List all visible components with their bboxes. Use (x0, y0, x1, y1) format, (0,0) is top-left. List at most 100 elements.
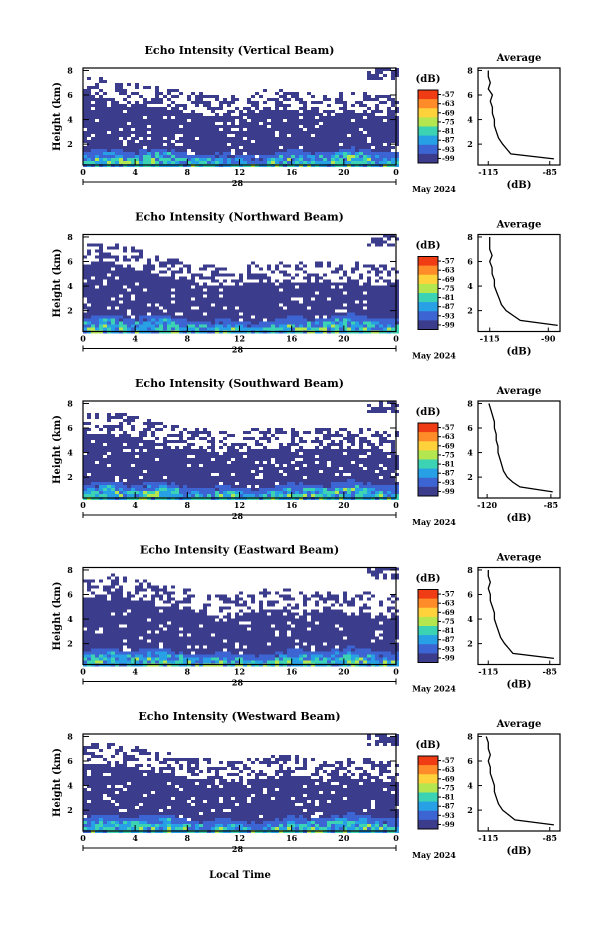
colorbar-segment (418, 99, 438, 109)
average-y-tick-label: 8 (467, 232, 473, 242)
colorbar-tick-label: -93 (442, 478, 455, 487)
colorbar-tick-label: -81 (442, 293, 455, 302)
colorbar-tick-label: -81 (442, 793, 455, 802)
colorbar-tick-label: -69 (442, 108, 455, 117)
colorbar-frame (417, 422, 439, 497)
chart-panel-1: Echo Intensity (Vertical Beam) 2 4 6 8 Height… (52, 44, 561, 194)
colorbar-tick-label: -93 (442, 145, 455, 154)
colorbar-tick-label: -57 (442, 257, 455, 266)
colorbar-segment (418, 283, 438, 294)
panel-title: Echo Intensity (Northward Beam) (135, 211, 344, 224)
colorbar-segment (418, 108, 438, 118)
average-profile-line (487, 570, 554, 660)
x-tick-label: 0 (393, 833, 399, 843)
x-tick-label: 0 (80, 667, 86, 677)
echo-heatmap (83, 734, 399, 833)
y-tick-label: 8 (67, 565, 73, 575)
month-year-label: May 2024 (412, 184, 456, 194)
colorbar-tick-label: -57 (442, 90, 455, 99)
colorbar-frame (417, 256, 439, 330)
average-title: Average (496, 719, 542, 730)
colorbar-tick-label: -75 (442, 450, 455, 459)
y-axis-label: Height (km) (52, 82, 63, 151)
x-tick-label: 0 (80, 500, 86, 510)
average-y-tick-label: 4 (467, 115, 473, 125)
colorbar-segment (418, 90, 438, 100)
average-y-tick-label: 2 (467, 472, 473, 482)
y-tick-label: 4 (67, 781, 73, 791)
colorbar-segment (418, 450, 438, 460)
colorbar-tick-label: -87 (442, 635, 455, 644)
panel-title: Echo Intensity (Westward Beam) (138, 710, 340, 723)
echo-heatmap (83, 234, 399, 334)
colorbar-tick-label: -93 (442, 311, 455, 320)
colorbar-tick-label: -81 (442, 626, 455, 635)
colorbar-segment (418, 320, 438, 330)
colorbar-segment (418, 626, 438, 636)
x-tick-label: 8 (185, 833, 191, 843)
colorbar-unit-label: (dB) (416, 574, 441, 585)
average-y-tick-label: 2 (467, 139, 473, 149)
colorbar-segment (418, 810, 438, 821)
average-frame (477, 67, 561, 166)
x-tick-label: 16 (286, 167, 298, 177)
y-tick-label: 6 (67, 590, 73, 600)
average-y-tick-label: 4 (467, 614, 473, 624)
x-tick-label: 4 (132, 500, 138, 510)
colorbar-segment (418, 117, 438, 127)
x-tick-label: 8 (185, 667, 191, 677)
panel-title: Echo Intensity (Eastward Beam) (140, 544, 339, 557)
average-title: Average (496, 220, 542, 231)
colorbar-frame (417, 89, 439, 164)
y-tick-label: 8 (67, 731, 73, 741)
x-tick-label: 12 (234, 167, 245, 177)
x-tick-label: 4 (132, 667, 138, 677)
colorbar-tick-label: -63 (442, 432, 455, 441)
y-tick-label: 4 (67, 115, 73, 125)
colorbar-segment (418, 126, 438, 137)
average-y-tick-label: 4 (467, 281, 473, 291)
colorbar-segment (418, 589, 438, 600)
average-x-tick-label: -85 (544, 500, 558, 510)
day-label: 28 (232, 844, 244, 854)
x-tick-label: 12 (234, 667, 245, 677)
x-tick-label: 8 (185, 334, 191, 344)
colorbar-segment (418, 274, 438, 285)
colorbar-segment (418, 783, 438, 793)
panel-title: Echo Intensity (Vertical Beam) (144, 44, 334, 57)
colorbar-tick-label: -87 (442, 802, 455, 811)
y-axis-label: Height (km) (52, 748, 63, 817)
colorbar-segment (418, 607, 438, 618)
colorbar-segment (418, 756, 438, 766)
month-year-label: May 2024 (412, 850, 456, 860)
echo-heatmap (83, 567, 399, 667)
colorbar-segment (418, 468, 438, 479)
colorbar-segment (418, 293, 438, 303)
day-label: 28 (232, 511, 244, 521)
colorbar-segment (418, 616, 438, 627)
average-y-tick-label: 8 (467, 398, 473, 408)
y-tick-label: 2 (67, 139, 73, 149)
colorbar-segment (418, 765, 438, 775)
colorbar-tick-label: -81 (442, 127, 455, 136)
colorbar-tick-label: -75 (442, 284, 455, 293)
average-y-tick-label: 8 (467, 565, 473, 575)
colorbar-segment (418, 598, 438, 609)
colorbar-segment (418, 256, 438, 267)
day-label: 28 (232, 678, 244, 688)
colorbar-tick-label: -69 (442, 774, 455, 783)
colorbar-segment (418, 135, 438, 146)
x-tick-label: 12 (234, 500, 245, 510)
colorbar-tick-label: -93 (442, 644, 455, 653)
average-frame (477, 566, 561, 666)
x-tick-label: 4 (132, 833, 138, 843)
average-y-tick-label: 2 (467, 306, 473, 316)
colorbar-tick-label: -81 (442, 460, 455, 469)
colorbar-segment (418, 774, 438, 784)
average-unit-label: (dB) (507, 180, 532, 191)
colorbar-tick-label: -63 (442, 765, 455, 774)
colorbar-frame (417, 755, 439, 830)
x-tick-label: 16 (286, 500, 298, 510)
y-tick-label: 2 (67, 805, 73, 815)
colorbar-segment (418, 801, 438, 812)
